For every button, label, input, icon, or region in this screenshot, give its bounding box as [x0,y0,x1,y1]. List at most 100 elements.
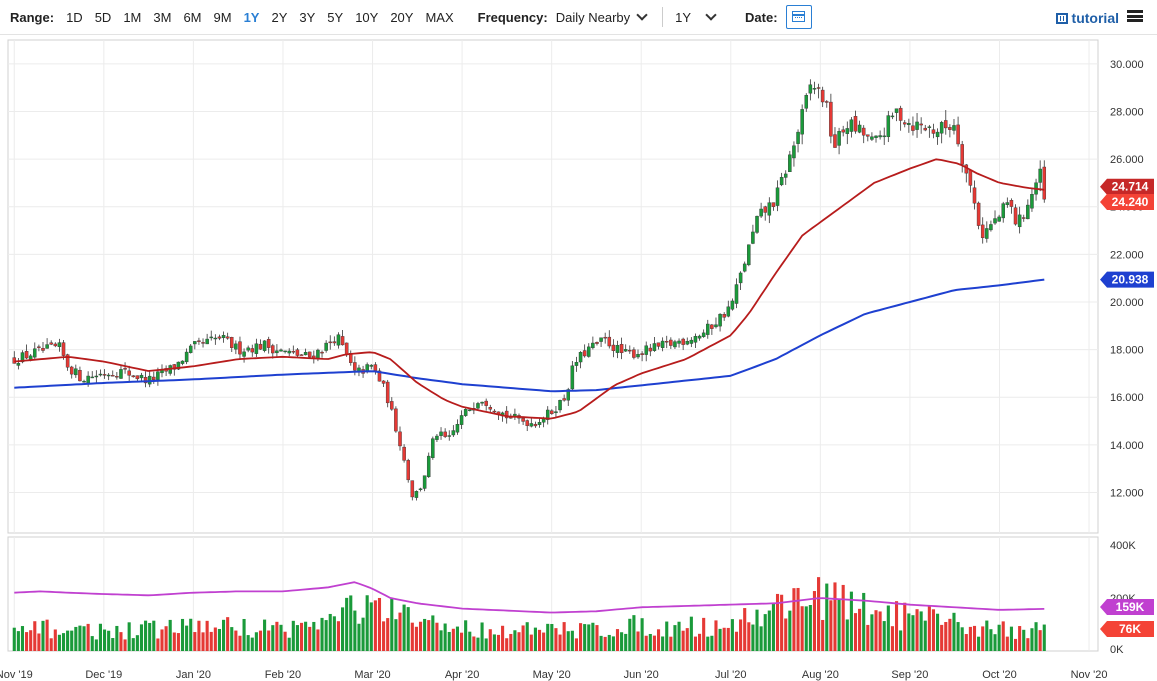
candle-body [886,115,891,138]
range-button-5y[interactable]: 5Y [327,9,344,25]
volume-bar [821,619,825,651]
range-button-max[interactable]: MAX [425,9,454,25]
volume-bar [808,605,812,651]
volume-bar [640,618,644,651]
candle-body [1013,207,1018,225]
volume-bar [299,622,304,651]
range-button-5d[interactable]: 5D [94,9,112,25]
candle-body [816,87,821,89]
volume-bar [673,625,677,651]
candle-body [381,380,386,384]
range-button-6m[interactable]: 6M [183,9,202,25]
candle [168,364,172,376]
candle [603,332,607,344]
volume-bar [427,620,431,651]
volume-bar [320,617,324,651]
candle [648,343,653,357]
volume-bar [681,630,685,651]
range-button-1d[interactable]: 1D [66,9,83,25]
candle-body [808,84,813,94]
volume-bar [61,633,66,651]
frequency-label: Frequency: [477,9,548,25]
candle-body [1005,202,1010,205]
frequency-dropdown[interactable]: Daily Nearby [555,9,648,25]
volume-bar [505,638,509,651]
volume-bar [693,636,698,651]
x-tick-label: Mar '20 [354,669,390,681]
candle-body [16,363,21,366]
candle-body [102,374,107,376]
candle-body [747,244,751,266]
y-tick-label: 16.000 [1110,392,1144,404]
candle [152,371,156,384]
date-picker-button[interactable] [785,5,812,29]
candle [755,215,759,234]
candle-body [825,101,829,103]
range-button-20y[interactable]: 20Y [390,9,414,25]
volume-bar [1042,624,1046,651]
candle [123,362,127,374]
candle [500,411,505,422]
x-tick-label: Jan '20 [176,669,211,681]
range-button-3y[interactable]: 3Y [299,9,316,25]
volume-bar [213,627,217,651]
candle-body [426,455,431,478]
volume-bar [1001,621,1005,651]
candle [935,128,940,145]
y-tick-label: 12.000 [1110,488,1144,500]
range-button-10y[interactable]: 10Y [355,9,379,25]
volume-bar [591,622,595,651]
volume-bar [287,637,291,651]
volume-bar [12,627,16,651]
volume-bar [205,620,209,651]
range-button-1m[interactable]: 1M [123,9,142,25]
range-button-3m[interactable]: 3M [153,9,172,25]
volume-bar [357,623,361,651]
hamburger-menu-icon[interactable] [1127,10,1143,22]
candle [431,436,435,460]
volume-bar [271,625,275,651]
volume-bar [1034,622,1038,651]
range-button-2y[interactable]: 2Y [271,9,288,25]
volume-bar [53,629,57,651]
volume-bar [480,622,484,651]
candle-body [156,371,160,380]
candle [993,210,997,225]
volume-bar [398,612,402,651]
candle-body [894,108,899,113]
volume-bar [197,620,201,651]
candle [550,409,554,415]
range-button-9m[interactable]: 9M [213,9,232,25]
volume-bar [373,600,377,651]
volume-bar [730,619,734,651]
candle-body [398,431,402,447]
volume-bar [587,624,591,651]
volume-bar [759,626,763,651]
frequency-value: Daily Nearby [555,9,631,25]
candle [808,79,813,101]
volume-bar [82,626,86,651]
volume-bar [316,629,320,651]
volume-bar [874,610,878,651]
tutorial-link[interactable]: tutorial [1055,10,1119,26]
candle-body [948,127,952,130]
volume-bar [894,601,899,651]
candle [554,405,558,417]
candle [898,105,903,131]
toolbar-divider [662,7,664,27]
volume-bar [406,607,410,651]
candle-body [328,341,332,344]
range-button-1y[interactable]: 1Y [243,9,260,25]
period-dropdown[interactable]: 1Y [675,9,717,25]
candle-body [763,206,767,213]
candle-body [176,361,181,370]
candle-body [37,346,41,348]
candle-body [804,95,809,109]
candle [599,337,603,348]
price-marker-label: 159K [1116,600,1145,614]
volume-bar [209,631,213,651]
candle-body [800,109,804,135]
volume-bar [829,600,833,651]
candle [578,351,583,369]
